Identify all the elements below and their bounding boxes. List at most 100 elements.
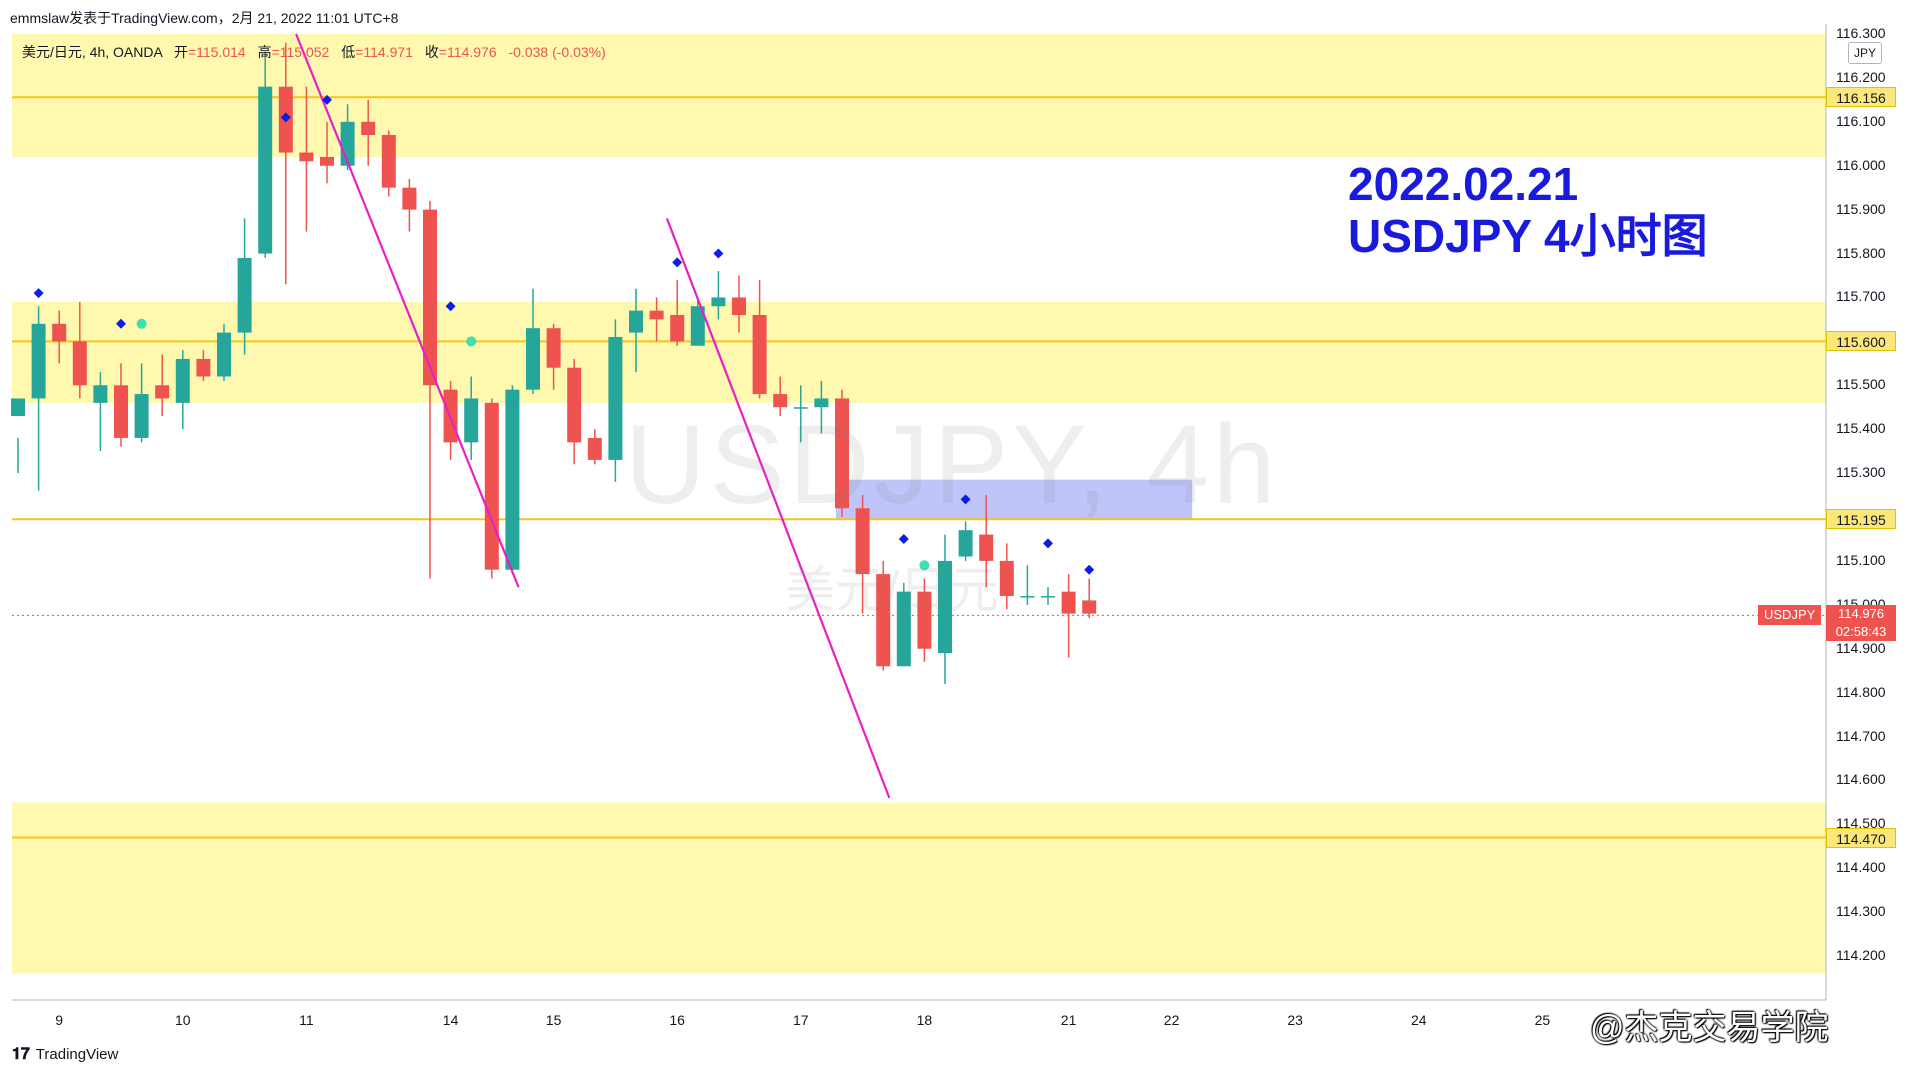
support-resistance-zone [12, 802, 1826, 974]
candle-body [896, 591, 911, 667]
candle-body [814, 398, 829, 408]
time-tick-label: 21 [1060, 1012, 1077, 1028]
candle-body [505, 389, 520, 570]
candle-body [299, 152, 314, 162]
support-resistance-zone [12, 34, 1826, 157]
candle-body [608, 336, 623, 460]
candle-body [1020, 596, 1035, 598]
currency-button[interactable]: JPY [1848, 42, 1882, 64]
signal-diamond-marker [1084, 564, 1095, 575]
candle [505, 385, 520, 575]
signal-dot-marker [466, 336, 477, 347]
annotation-title: USDJPY 4小时图 [1348, 210, 1708, 262]
candle-body [1082, 600, 1097, 614]
candle [567, 358, 582, 465]
candle [217, 323, 231, 381]
candle-body [958, 530, 973, 557]
candle-body [320, 156, 334, 166]
price-tick-label: 115.300 [1836, 464, 1886, 481]
close-value: =114.976 [438, 44, 497, 60]
candle [423, 200, 437, 579]
candle [464, 376, 479, 460]
signal-dot-marker [136, 318, 147, 329]
candle-body [423, 209, 437, 386]
brand[interactable]: 𝟏𝟕 TradingView [12, 1046, 118, 1064]
price-tick-label: 116.300 [1836, 25, 1886, 41]
candle-body [732, 297, 746, 316]
candle-body [1061, 591, 1076, 614]
candle [752, 279, 767, 399]
price-tick-label: 115.400 [1836, 420, 1886, 437]
candle-body [752, 315, 767, 395]
candle [629, 288, 643, 373]
candle-body [546, 328, 561, 368]
candle [690, 297, 705, 346]
candle-body [258, 86, 273, 254]
candle [896, 582, 911, 667]
candle-body [876, 574, 891, 667]
candle [587, 429, 602, 465]
candle [1020, 565, 1035, 605]
candle [320, 121, 334, 184]
time-tick-label: 17 [793, 1012, 809, 1028]
price-tick-label: 116.000 [1836, 156, 1886, 173]
signal-diamond-marker [116, 318, 126, 329]
annotation-date: 2022.02.21 [1348, 158, 1579, 210]
markers-layer [33, 94, 1095, 575]
signal-diamond-marker [445, 301, 456, 312]
candle [299, 86, 314, 232]
candle-body [196, 358, 211, 377]
signal-diamond-marker [960, 494, 971, 505]
candle [814, 380, 829, 434]
candle [134, 363, 149, 443]
candle [155, 354, 170, 417]
candle-body [629, 310, 643, 333]
candle [484, 398, 499, 579]
ohlc-legend[interactable]: 美元/日元, 4h, OANDA 开=115.014 高=115.052 低=1… [22, 42, 606, 62]
candle [732, 275, 746, 333]
candle-body [134, 394, 149, 438]
time-tick-label: 10 [175, 1012, 191, 1028]
time-tick-label: 23 [1287, 1012, 1303, 1028]
box-layer [836, 479, 1193, 520]
time-tick-label: 9 [55, 1012, 64, 1028]
close-label: 收 [424, 44, 439, 60]
candle [402, 178, 417, 232]
candle-body [381, 134, 396, 188]
candle [526, 288, 540, 395]
open-label: 开 [173, 44, 188, 60]
time-tick-label: 25 [1534, 1012, 1551, 1028]
candle [958, 521, 973, 561]
candle-body [773, 394, 788, 408]
candle [1082, 578, 1097, 618]
candle [938, 534, 952, 684]
signal-diamond-marker [898, 533, 909, 544]
candle [11, 398, 25, 474]
supply-box [836, 479, 1193, 520]
candle-body [31, 323, 46, 399]
candle-body [217, 332, 231, 377]
candle-body [237, 257, 252, 333]
publisher-line: emmslaw发表于TradingView.com，2月 21, 2022 11… [10, 10, 399, 26]
candle-body [72, 341, 87, 386]
candle-body [11, 398, 25, 417]
candle [72, 301, 87, 399]
candle-body [649, 310, 664, 320]
candle-body [484, 402, 499, 570]
level-price-tag: 115.195 [1826, 509, 1896, 530]
candle [649, 297, 664, 342]
level-price-tag: 114.470 [1826, 827, 1896, 848]
candle [608, 319, 623, 482]
current-price: 114.976 [1837, 606, 1885, 622]
candle [855, 495, 870, 614]
candle [711, 271, 726, 320]
price-tick-label: 114.200 [1836, 947, 1886, 964]
price-tick-label: 115.100 [1836, 551, 1886, 568]
candle-body [938, 560, 952, 654]
symbol-watermark-sub: 美元/日元 [785, 562, 999, 618]
chart-annotation: 2022.02.21 USDJPY 4小时图 [1348, 158, 1708, 262]
trend-line [665, 218, 891, 799]
time-tick-label: 24 [1411, 1012, 1427, 1028]
signal-diamond-marker [672, 257, 683, 268]
